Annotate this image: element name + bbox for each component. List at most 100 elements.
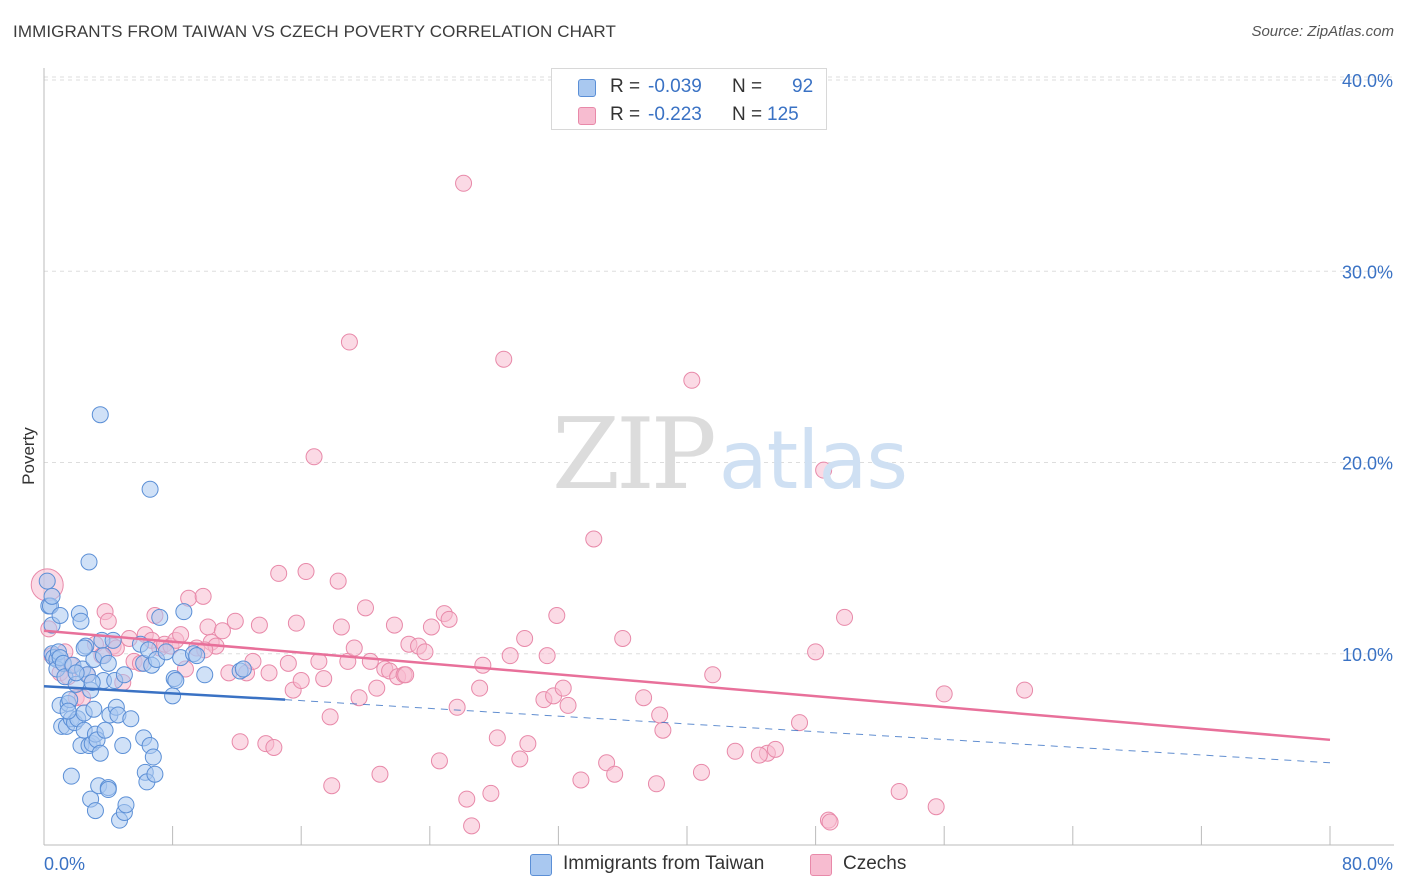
czech-point (766, 740, 784, 758)
watermark-atlas: atlas (718, 414, 908, 507)
taiwan-point (151, 608, 169, 626)
czech-point (279, 654, 297, 672)
czech-point (559, 696, 577, 714)
y-tick-label: 20.0% (1342, 454, 1393, 474)
czech-point (385, 616, 403, 634)
x-tick-label: 80.0% (1342, 854, 1393, 874)
correlation-legend: R = -0.039 N = 92 R = -0.223 N = 125 (551, 68, 827, 130)
taiwan-point (122, 710, 140, 728)
y-tick-label: 30.0% (1342, 262, 1393, 282)
taiwan-trend-extension (285, 699, 1331, 764)
taiwan-point (96, 721, 114, 739)
czech-point (647, 775, 665, 793)
czech-point (654, 721, 672, 739)
czech-swatch (578, 107, 596, 125)
r-value: -0.039 (648, 76, 702, 97)
legend-row-taiwan: R = -0.039 N = 92 (552, 73, 826, 101)
czech-point (99, 612, 117, 630)
taiwan-point (117, 796, 135, 814)
czech-point (416, 643, 434, 661)
czech-point (194, 587, 212, 605)
chart-title: IMMIGRANTS FROM TAIWAN VS CZECH POVERTY … (13, 22, 616, 41)
r-label: R = (610, 104, 641, 125)
czech-point (585, 530, 603, 548)
czech-point (704, 666, 722, 684)
czech-point (548, 607, 566, 624)
taiwan-point (91, 406, 109, 424)
chart-source: Source: ZipAtlas.com (1251, 23, 1394, 40)
czech-point (270, 564, 288, 582)
czech-point (361, 652, 379, 670)
taiwan-point (144, 748, 162, 766)
taiwan-point (75, 639, 93, 657)
czech-point (357, 599, 374, 617)
taiwan-point (164, 687, 182, 705)
czech-point (692, 763, 710, 781)
czech-trend-line (43, 629, 1331, 742)
czech-point (397, 666, 415, 684)
czech-point (519, 735, 537, 753)
taiwan-point (157, 643, 175, 661)
tick-labels: 10.0% 20.0% 30.0% 40.0% 0.0% 80.0% (44, 71, 1393, 874)
n-label: N = (732, 104, 763, 125)
taiwan-swatch (578, 79, 596, 97)
n-value: 125 (767, 104, 799, 125)
czech-point (231, 733, 249, 751)
czech-point (501, 647, 519, 665)
czech-point (516, 629, 534, 647)
czech-point (250, 616, 268, 634)
taiwan-point (115, 666, 133, 684)
x-tick-label: 0.0% (44, 854, 85, 874)
czech-point (350, 689, 368, 707)
czech-point (265, 738, 283, 756)
czech-point (463, 817, 481, 835)
n-value: 92 (792, 76, 814, 97)
taiwan-point (196, 666, 214, 684)
czech-point (448, 698, 466, 716)
czech-point (368, 679, 386, 697)
czech-point (340, 333, 358, 351)
taiwan-point (167, 672, 185, 690)
czech-point (538, 647, 556, 665)
taiwan-point (72, 612, 90, 630)
czech-point (488, 729, 506, 747)
czech-point (323, 777, 341, 795)
czech-point (199, 618, 217, 636)
taiwan-point (38, 572, 56, 590)
taiwan-points (38, 406, 252, 829)
czech-point (683, 371, 701, 389)
czech-point (807, 643, 825, 661)
taiwan-legend-swatch (530, 854, 552, 876)
taiwan-point (59, 702, 77, 720)
czech-point (471, 679, 489, 697)
taiwan-point (99, 654, 117, 672)
czech-point (726, 742, 744, 760)
czech-point (821, 813, 839, 831)
czech-point (495, 350, 513, 368)
watermark: ZIPatlas (552, 398, 908, 512)
y-axis-label: Poverty (19, 427, 38, 485)
czech-legend-swatch (810, 854, 832, 876)
legend-row-czech: R = -0.223 N = 125 (552, 101, 826, 129)
czech-point (511, 750, 529, 768)
czech-point (226, 612, 244, 630)
taiwan-point (43, 587, 61, 605)
czech-point (345, 639, 363, 657)
taiwan-point (146, 765, 164, 783)
czech-point (651, 706, 669, 724)
taiwan-legend-label: Immigrants from Taiwan (563, 853, 765, 874)
czech-point (1016, 681, 1034, 699)
taiwan-point (62, 767, 80, 785)
taiwan-point (85, 700, 103, 718)
grid-lines (44, 76, 1394, 655)
czech-point (305, 448, 323, 466)
czech-point (287, 614, 305, 632)
czech-point (474, 656, 492, 674)
czech-point (572, 771, 590, 789)
czech-point (791, 714, 809, 732)
taiwan-point (91, 744, 109, 762)
czech-point (292, 672, 310, 690)
czech-point (332, 618, 350, 636)
czech-point (321, 708, 339, 726)
